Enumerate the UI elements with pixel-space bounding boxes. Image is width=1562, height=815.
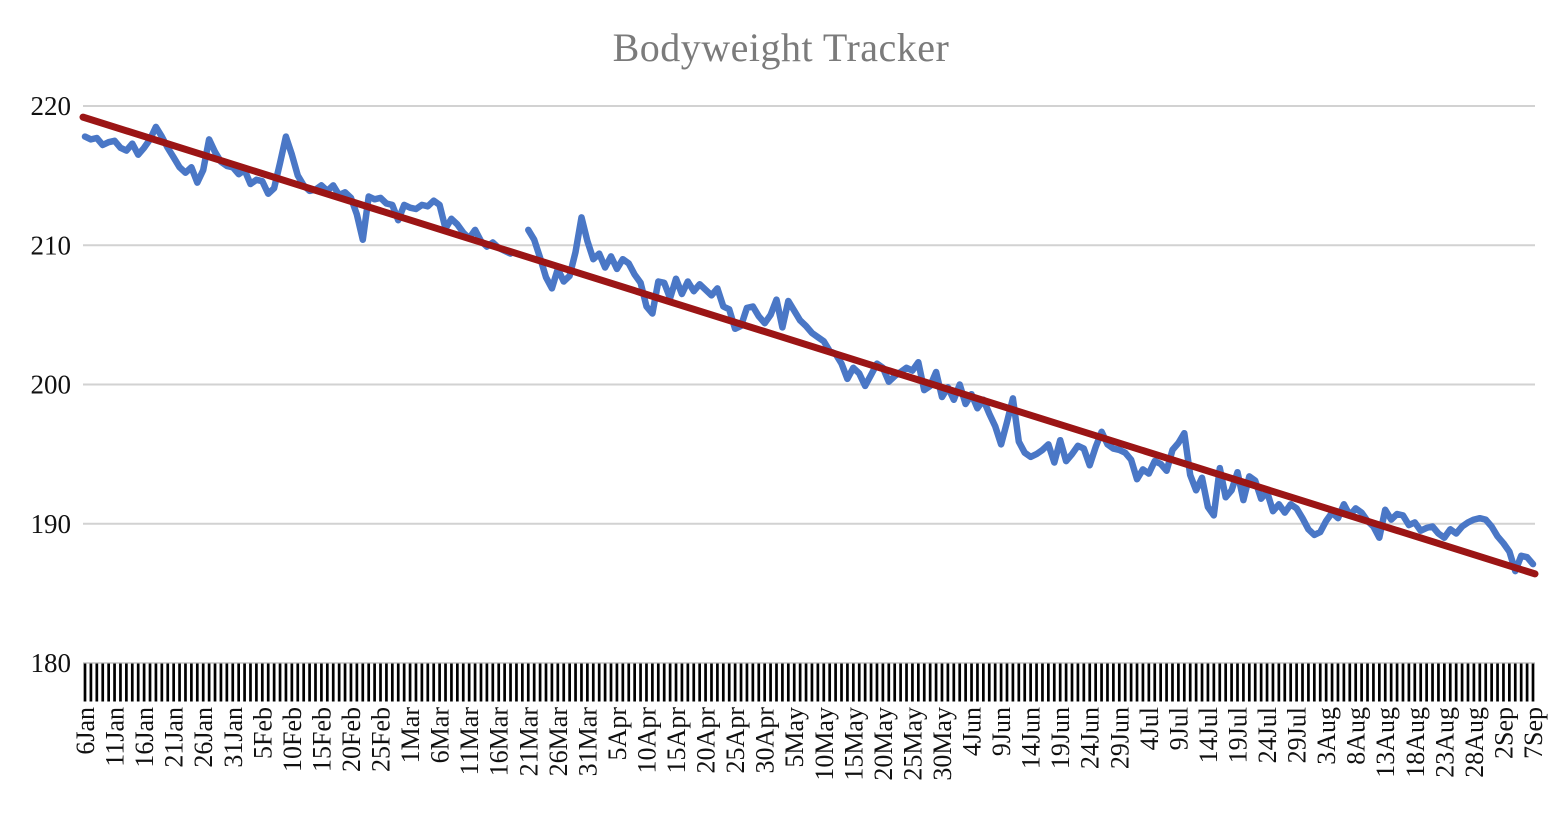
y-tick-label: 210: [31, 230, 72, 260]
weight-series-line: [525, 214, 1537, 575]
x-tick-label: 4Jul: [1135, 707, 1164, 750]
trend-line: [79, 113, 1539, 578]
x-tick-label: 5Feb: [248, 707, 277, 759]
x-tick-label: 24Jul: [1253, 707, 1282, 763]
x-tick-label: 9Jun: [987, 707, 1016, 756]
chart-title: Bodyweight Tracker: [612, 25, 950, 70]
weight-series-line: [81, 123, 514, 257]
x-tick-label: 9Jul: [1164, 707, 1193, 750]
x-tick-label: 19Jun: [1046, 707, 1075, 769]
x-tick-label: 31Jan: [219, 707, 248, 768]
x-tick-label: 28Aug: [1460, 707, 1489, 778]
x-tick-label: 10Apr: [632, 707, 661, 774]
x-tick-label: 20Feb: [337, 707, 366, 772]
x-tick-label: 13Aug: [1371, 707, 1400, 778]
x-tick-label: 10Feb: [278, 707, 307, 772]
x-tick-label: 11Jan: [101, 707, 130, 767]
y-tick-label: 220: [31, 91, 72, 121]
x-tick-label: 29Jul: [1283, 707, 1312, 763]
x-tick-label: 16Mar: [485, 707, 514, 777]
x-tick-label: 3Aug: [1312, 707, 1341, 765]
x-tick-label: 6Mar: [426, 707, 455, 764]
x-tick-label: 7Sep: [1519, 707, 1548, 759]
x-tick-label: 15May: [839, 707, 868, 781]
x-tick-label: 25May: [898, 707, 927, 781]
x-tick-label: 21Jan: [160, 707, 189, 768]
x-tick-label: 14Jun: [1017, 707, 1046, 769]
x-tick-label: 24Jun: [1076, 707, 1105, 769]
x-tick-label: 31Mar: [573, 707, 602, 777]
x-tick-label: 11Mar: [455, 707, 484, 776]
x-tick-label: 21Mar: [514, 707, 543, 777]
x-tick-label: 25Apr: [721, 707, 750, 774]
x-tick-label: 20May: [869, 707, 898, 781]
x-tick-label: 20Apr: [692, 707, 721, 774]
x-tick-label: 15Apr: [662, 707, 691, 774]
x-tick-label: 18Aug: [1401, 707, 1430, 778]
x-tick-label: 5May: [780, 707, 809, 768]
x-tick-label: 2Sep: [1489, 707, 1518, 759]
x-tick-label: 14Jul: [1194, 707, 1223, 763]
x-tick-label: 26Jan: [189, 707, 218, 768]
x-tick-label: 25Feb: [367, 707, 396, 772]
x-tick-label: 8Aug: [1342, 707, 1371, 765]
x-tick-label: 4Jun: [958, 707, 987, 756]
x-tick-label: 19Jul: [1223, 707, 1252, 763]
x-tick-label: 29Jun: [1105, 707, 1134, 769]
x-tick-label: 26Mar: [544, 707, 573, 777]
x-tick-label: 16Jan: [130, 707, 159, 768]
x-tick-label: 15Feb: [307, 707, 336, 772]
x-tick-label: 10May: [810, 707, 839, 781]
y-tick-label: 180: [31, 648, 72, 678]
y-tick-label: 200: [31, 370, 72, 400]
x-tick-label: 30May: [928, 707, 957, 781]
x-tick-label: 1Mar: [396, 707, 425, 764]
x-tick-label: 5Apr: [603, 707, 632, 761]
x-tick-label: 6Jan: [71, 707, 100, 755]
x-tick-label: 23Aug: [1430, 707, 1459, 778]
x-tick-label: 30Apr: [751, 707, 780, 774]
y-tick-label: 190: [31, 509, 72, 539]
